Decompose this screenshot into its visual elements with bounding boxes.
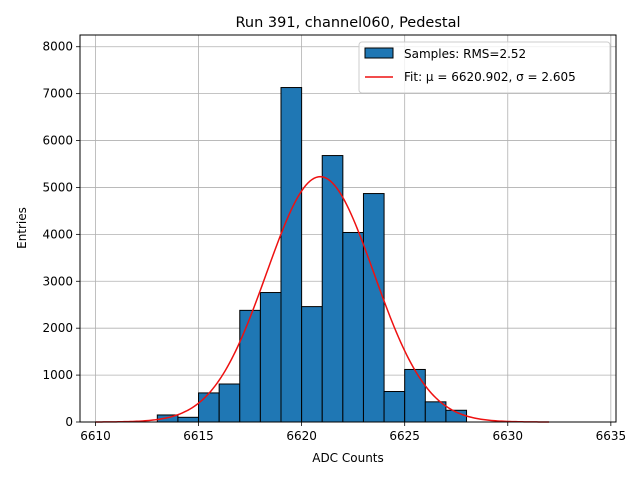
histogram-bar	[404, 368, 426, 423]
y-tick-label: 5000	[42, 180, 73, 194]
legend: Samples: RMS=2.52 Fit: μ = 6620.902, σ =…	[358, 41, 611, 94]
histogram-bar	[424, 401, 447, 423]
fit-curve	[95, 175, 549, 423]
y-tick-label: 2000	[42, 321, 73, 335]
y-axis-ticks: 0 1000 2000 3000 4000 5000 6000 7000 8000	[42, 40, 80, 429]
y-tick-label: 4000	[42, 227, 73, 241]
histogram-bar	[198, 392, 220, 423]
histogram-bar	[321, 155, 344, 423]
x-axis-ticks: 6610 6615 6620 6625 6630 6635	[80, 422, 626, 443]
y-tick-label: 1000	[42, 368, 73, 382]
x-tick-label: 6610	[80, 429, 111, 443]
histogram-bar	[362, 193, 385, 423]
y-tick-label: 3000	[42, 274, 73, 288]
histogram-bar	[280, 87, 303, 423]
y-tick-label: 0	[65, 415, 73, 429]
legend-box	[358, 41, 611, 94]
histogram-bars	[156, 87, 468, 423]
x-tick-label: 6620	[286, 429, 317, 443]
legend-fit-label: Fit: μ = 6620.902, σ = 2.605	[404, 70, 576, 84]
x-tick-label: 6625	[389, 429, 420, 443]
x-axis-label: ADC Counts	[312, 451, 384, 465]
legend-samples-label: Samples: RMS=2.52	[404, 47, 526, 61]
histogram-bar	[383, 391, 406, 423]
y-axis-label: Entries	[15, 207, 29, 249]
x-tick-label: 6635	[596, 429, 627, 443]
x-tick-label: 6630	[492, 429, 523, 443]
y-tick-label: 8000	[42, 40, 73, 54]
histogram-bar	[177, 416, 200, 423]
histogram-bar	[218, 383, 241, 423]
x-tick-label: 6615	[183, 429, 214, 443]
histogram-bar	[259, 292, 282, 423]
histogram-bar	[239, 309, 261, 423]
y-tick-label: 6000	[42, 134, 73, 148]
chart-title: Run 391, channel060, Pedestal	[235, 15, 460, 31]
histogram-bar	[301, 306, 323, 423]
y-tick-label: 7000	[42, 87, 73, 101]
axes-frame	[79, 34, 617, 423]
histogram-bar	[342, 231, 364, 423]
legend-samples-swatch	[364, 47, 394, 59]
